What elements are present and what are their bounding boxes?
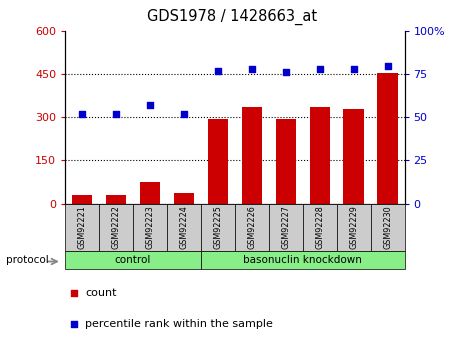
Point xyxy=(282,70,289,75)
Point xyxy=(146,102,153,108)
Bar xyxy=(371,204,405,251)
Bar xyxy=(276,119,296,204)
Text: GSM92226: GSM92226 xyxy=(247,205,256,249)
Bar xyxy=(337,204,371,251)
Bar xyxy=(310,107,330,204)
Bar xyxy=(208,119,228,204)
Text: GSM92227: GSM92227 xyxy=(281,205,290,249)
Bar xyxy=(201,204,235,251)
Point xyxy=(78,111,86,117)
Text: GSM92229: GSM92229 xyxy=(349,205,358,249)
Text: GDS1978 / 1428663_at: GDS1978 / 1428663_at xyxy=(147,9,318,25)
Bar xyxy=(72,195,92,204)
Bar xyxy=(99,204,133,251)
Text: GSM92228: GSM92228 xyxy=(315,205,324,249)
Point xyxy=(316,66,324,72)
Text: percentile rank within the sample: percentile rank within the sample xyxy=(86,319,273,329)
Bar xyxy=(106,195,126,204)
Bar xyxy=(344,109,364,204)
Bar xyxy=(174,194,194,204)
Bar xyxy=(65,252,201,269)
Point xyxy=(112,111,120,117)
Text: GSM92230: GSM92230 xyxy=(383,205,392,249)
Bar xyxy=(269,204,303,251)
Bar xyxy=(140,182,160,204)
Text: GSM92221: GSM92221 xyxy=(78,205,86,249)
Text: control: control xyxy=(115,255,151,265)
Bar xyxy=(65,204,99,251)
Point xyxy=(384,63,391,68)
Text: GSM92222: GSM92222 xyxy=(112,205,120,249)
Text: basonuclin knockdown: basonuclin knockdown xyxy=(243,255,362,265)
Text: GSM92223: GSM92223 xyxy=(146,205,154,249)
Text: GSM92225: GSM92225 xyxy=(213,205,222,249)
Point xyxy=(350,66,357,72)
Bar xyxy=(201,252,405,269)
Point xyxy=(308,120,316,125)
Bar xyxy=(378,73,398,204)
Point xyxy=(214,68,221,73)
Bar xyxy=(133,204,167,251)
Point xyxy=(248,66,255,72)
Bar xyxy=(303,204,337,251)
Text: GSM92224: GSM92224 xyxy=(179,205,188,249)
Point xyxy=(180,111,187,117)
Bar xyxy=(242,107,262,204)
Bar xyxy=(235,204,269,251)
Bar xyxy=(167,204,201,251)
Text: protocol: protocol xyxy=(6,256,49,265)
Text: count: count xyxy=(86,288,117,298)
